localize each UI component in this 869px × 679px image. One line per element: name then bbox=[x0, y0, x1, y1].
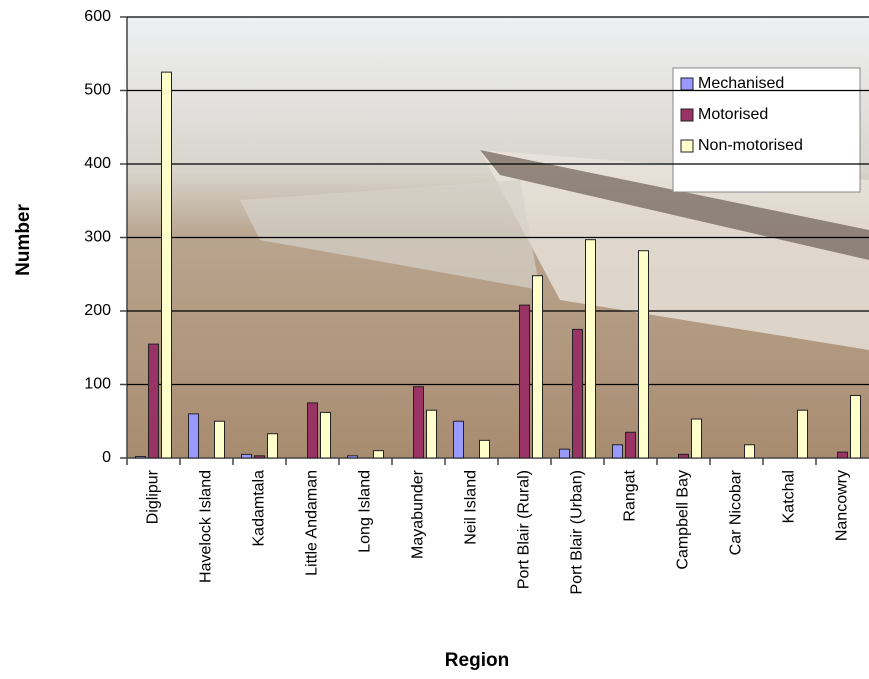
bar bbox=[837, 451, 848, 459]
bar bbox=[797, 409, 808, 459]
bar bbox=[373, 450, 384, 459]
y-tick-label: 500 bbox=[84, 82, 111, 99]
y-axis-title: Number bbox=[13, 204, 34, 276]
bar bbox=[320, 411, 331, 459]
bar bbox=[532, 275, 543, 459]
x-tick-label: Mayabunder bbox=[410, 469, 427, 559]
x-tick-label: Port Blair (Rural) bbox=[516, 470, 533, 589]
y-tick-label: 200 bbox=[84, 302, 111, 319]
legend-swatch bbox=[680, 77, 694, 91]
legend-label: Mechanised bbox=[698, 75, 784, 92]
bar bbox=[241, 453, 252, 459]
x-axis-title: Region bbox=[445, 650, 509, 671]
legend-box bbox=[672, 67, 861, 193]
legend-label: Motorised bbox=[698, 106, 768, 123]
legend-label: Non-motorised bbox=[698, 137, 803, 154]
x-tick-label: Havelock Island bbox=[198, 470, 215, 583]
bar bbox=[850, 395, 861, 459]
boat-stripe bbox=[480, 150, 869, 260]
bar bbox=[307, 402, 318, 459]
x-tick-label: Katchal bbox=[781, 470, 798, 523]
legend-swatch bbox=[680, 108, 694, 122]
bar bbox=[148, 343, 159, 459]
x-tick-label: Rangat bbox=[622, 469, 639, 521]
bar bbox=[638, 250, 649, 459]
bar bbox=[678, 453, 689, 459]
x-tick-label: Long Island bbox=[357, 470, 374, 553]
y-tick-label: 400 bbox=[84, 155, 111, 172]
x-tick-label: Diglipur bbox=[145, 469, 162, 524]
bar bbox=[254, 455, 265, 459]
bar bbox=[188, 413, 199, 459]
y-tick-label: 100 bbox=[84, 376, 111, 393]
bar bbox=[453, 420, 464, 459]
y-tick-label: 600 bbox=[84, 8, 111, 25]
bar bbox=[691, 418, 702, 459]
boat-shape bbox=[480, 150, 869, 350]
boat-shape bbox=[240, 180, 540, 290]
bar bbox=[559, 448, 570, 459]
bar bbox=[479, 439, 490, 459]
bar bbox=[347, 455, 358, 459]
bar bbox=[519, 304, 530, 459]
bar bbox=[744, 444, 755, 459]
y-tick-label: 300 bbox=[84, 229, 111, 246]
legend-swatch bbox=[680, 139, 694, 153]
x-tick-label: Kadamtala bbox=[251, 470, 268, 547]
x-tick-label: Little Andaman bbox=[304, 470, 321, 576]
bar bbox=[612, 444, 623, 459]
bar bbox=[426, 409, 437, 459]
legend: Mechanised Motorised Non-motorised bbox=[672, 67, 861, 193]
bar bbox=[267, 433, 278, 459]
y-tick-label: 0 bbox=[102, 449, 111, 466]
x-tick-label: Neil Island bbox=[463, 470, 480, 545]
x-tick-label: Campbell Bay bbox=[675, 470, 692, 570]
bar bbox=[214, 420, 225, 459]
bar bbox=[625, 431, 636, 459]
bar bbox=[161, 71, 172, 459]
bar bbox=[585, 239, 596, 459]
x-tick-label: Nancowry bbox=[834, 470, 851, 541]
bar bbox=[135, 456, 146, 459]
x-tick-label: Port Blair (Urban) bbox=[569, 470, 586, 594]
bar bbox=[413, 386, 424, 459]
x-tick-label: Car Nicobar bbox=[728, 469, 745, 555]
bar bbox=[572, 328, 583, 459]
